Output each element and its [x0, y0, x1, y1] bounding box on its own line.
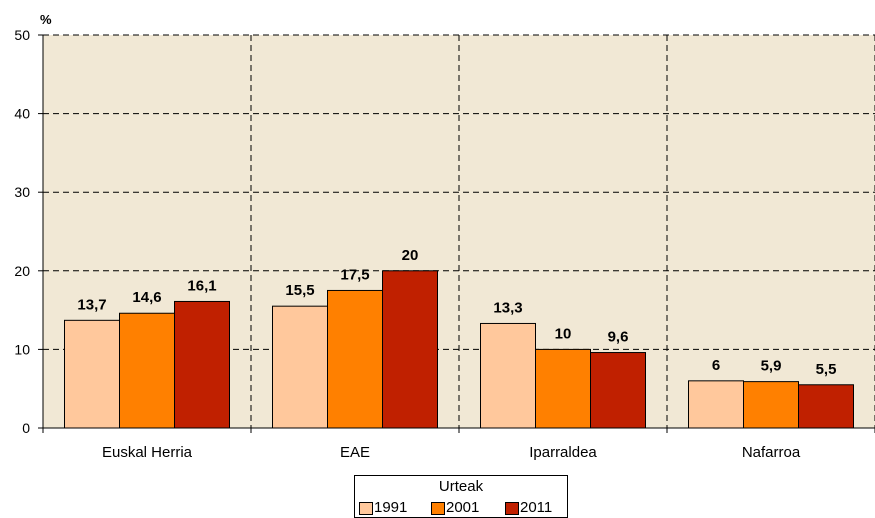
- legend: Urteak 1991 2001 2011: [354, 475, 568, 518]
- data-label: 13,7: [77, 296, 106, 313]
- data-label: 17,5: [340, 266, 369, 283]
- y-tick-label: 0: [22, 420, 30, 436]
- category-label: Iparraldea: [529, 444, 597, 461]
- legend-item-2001: 2001: [431, 500, 479, 516]
- bar-2011-euskal-herria: [174, 300, 230, 429]
- bar-2011-eae: [382, 270, 438, 429]
- bar-2011-nafarroa: [798, 384, 854, 429]
- y-tick-label: 20: [14, 263, 30, 279]
- x-axis-categories: Euskal Herria EAE Iparraldea Nafarroa: [102, 444, 801, 461]
- data-label: 6: [712, 357, 720, 374]
- y-tick-label: 50: [14, 27, 30, 43]
- bar-2001-nafarroa: [743, 381, 799, 429]
- data-label: 5,5: [816, 361, 837, 378]
- y-tick-label: 10: [14, 341, 30, 357]
- gridlines: [43, 34, 875, 428]
- bar-2001-iparraldea: [535, 348, 591, 429]
- bars: [64, 270, 854, 429]
- legend-title: Urteak: [438, 478, 484, 495]
- legend-label-2001: 2001: [446, 499, 480, 516]
- bar-2011-iparraldea: [590, 352, 646, 429]
- data-label: 9,6: [608, 329, 629, 346]
- data-labels: 13,7 15,5 13,3 6 14,6 17,5 10 5,9 16,1 20 9,6 5,5: [77, 247, 836, 378]
- category-label: Euskal Herria: [102, 444, 193, 461]
- legend-label-1991: 1991: [374, 499, 408, 516]
- y-unit-label: %: [40, 12, 52, 27]
- data-label: 5,9: [761, 358, 782, 375]
- category-label: EAE: [340, 444, 370, 461]
- legend-item-2011: 2011: [505, 500, 552, 516]
- bar-1991-eae: [272, 305, 328, 429]
- bar-2001-euskal-herria: [119, 312, 175, 429]
- bar-1991-nafarroa: [688, 380, 744, 429]
- y-tick-label: 40: [14, 106, 30, 122]
- data-label: 14,6: [132, 289, 161, 306]
- data-label: 20: [402, 247, 419, 264]
- y-tick-label: 30: [14, 184, 30, 200]
- bar-1991-iparraldea: [480, 322, 536, 429]
- bar-1991-euskal-herria: [64, 319, 120, 429]
- legend-label-2011: 2011: [520, 499, 553, 516]
- data-label: 13,3: [493, 299, 522, 316]
- data-label: 15,5: [285, 282, 314, 299]
- category-label: Nafarroa: [742, 444, 801, 461]
- legend-swatch-2011: [505, 501, 519, 515]
- data-label: 16,1: [187, 277, 216, 294]
- y-axis-ticks: 0 10 20 30 40 50: [14, 27, 43, 436]
- bar-2001-eae: [327, 289, 383, 429]
- legend-swatch-2001: [431, 501, 445, 515]
- legend-item-1991: 1991: [359, 500, 407, 516]
- legend-swatch-1991: [359, 501, 373, 515]
- data-label: 10: [555, 325, 572, 342]
